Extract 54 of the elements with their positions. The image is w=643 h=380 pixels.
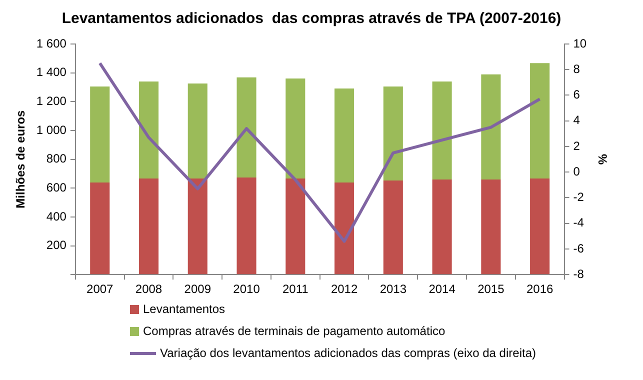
bar: [530, 63, 550, 178]
bar: [236, 77, 256, 178]
x-tick-label: 2012: [330, 282, 358, 296]
y2-tick-label: 6: [573, 88, 580, 102]
legend-label: Variação dos levantamentos adicionados das compras (eixo da direita): [160, 346, 536, 360]
y-tick-label: 1 400: [36, 65, 67, 80]
bar: [188, 83, 208, 178]
bar: [286, 178, 306, 274]
bar: [286, 78, 306, 178]
x-tick-label: 2013: [380, 282, 407, 296]
y2-axis-title: %: [595, 154, 610, 165]
y-tick-label: 800: [46, 152, 67, 166]
bar: [90, 86, 110, 183]
y-tick-label: 400: [46, 209, 67, 224]
bar: [432, 81, 452, 180]
bar: [188, 178, 208, 274]
bar: [334, 88, 354, 183]
y2-tick-label: -2: [573, 190, 584, 204]
bar: [383, 86, 403, 180]
legend-label: Compras através de terminais de pagamento automático: [143, 324, 446, 338]
y2-tick-label: -6: [573, 241, 584, 256]
bar: [530, 178, 550, 274]
x-tick-label: 2015: [478, 282, 505, 296]
x-tick-label: 2010: [233, 282, 260, 296]
bar: [481, 74, 501, 180]
x-tick-label: 2014: [428, 282, 456, 296]
y2-tick-label: 2: [573, 138, 580, 153]
bar: [138, 81, 159, 178]
x-tick-label: 2008: [135, 282, 162, 296]
y2-tick-label: 0: [573, 164, 580, 178]
y-axis-title: Milhões de euros: [14, 110, 28, 208]
y-tick-label: 1 000: [36, 122, 67, 137]
bar: [90, 182, 110, 274]
chart-title: Levantamentos adicionados das compras através de TPA (2007-2016): [62, 10, 562, 28]
x-tick-label: 2011: [282, 282, 309, 296]
y-tick-label: 600: [46, 180, 67, 194]
y-tick-label: 1 200: [36, 94, 67, 108]
y2-tick-label: 8: [573, 62, 580, 76]
bar: [432, 179, 452, 274]
y2-tick-label: -8: [573, 266, 584, 281]
y-tick-label: 1 600: [36, 36, 67, 50]
bar: [481, 179, 501, 274]
y-tick-label: 200: [46, 238, 67, 252]
bar: [236, 177, 256, 274]
bar: [138, 178, 159, 274]
y2-tick-label: 10: [573, 36, 587, 50]
legend-label: Levantamentos: [143, 302, 226, 316]
x-tick-label: 2009: [184, 282, 212, 296]
x-tick-label: 2007: [86, 282, 114, 296]
y2-tick-label: 4: [573, 113, 580, 128]
bar: [334, 182, 354, 274]
bar: [383, 180, 403, 274]
x-tick-label: 2016: [526, 282, 554, 296]
y2-tick-label: -4: [573, 216, 584, 230]
